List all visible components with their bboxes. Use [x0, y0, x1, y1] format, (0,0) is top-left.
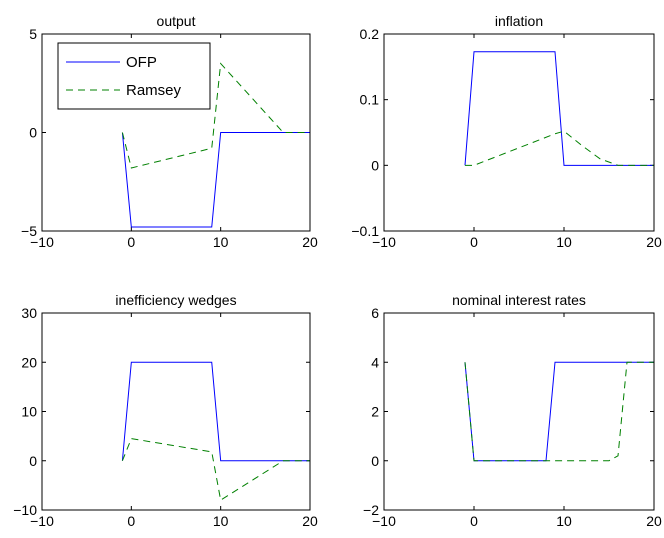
chart-panel-4: nominal interest rates −10 0 10 20 −2 0 2 4 6: [363, 292, 662, 529]
y-tick-label: −2: [363, 502, 379, 518]
x-tick-label: −10: [30, 513, 54, 529]
x-tick-label: 10: [556, 234, 572, 250]
y-tick-label: −10: [13, 502, 37, 518]
legend-box: [57, 42, 211, 110]
y-tick-label: 6: [371, 305, 379, 321]
x-tick-label: 20: [302, 234, 318, 250]
plot-area: [42, 313, 310, 510]
y-tick-label: 0: [371, 157, 379, 173]
chart-panel-1: output −10 0 10 20 −5 0 5 OFP Ramsey: [21, 13, 318, 250]
x-tick-label: 10: [556, 513, 572, 529]
x-tick-label: 10: [213, 513, 229, 529]
plot-area: [384, 34, 654, 231]
plot-area: [384, 313, 654, 510]
x-tick-label: 20: [646, 513, 662, 529]
y-tick-label: 5: [29, 26, 37, 42]
y-tick-label: 20: [21, 354, 37, 370]
chart-title: nominal interest rates: [452, 292, 586, 308]
y-tick-label: 2: [371, 404, 379, 420]
series-line-ofp: [464, 51, 654, 166]
y-tick-label: 4: [371, 354, 379, 370]
y-tick-label: 0.1: [360, 92, 380, 108]
x-tick-label: 0: [127, 513, 135, 529]
x-tick-label: 0: [470, 513, 478, 529]
axes-frame: [41, 312, 311, 511]
axes-frame: [41, 33, 311, 232]
series-line-ramsey: [121, 438, 310, 501]
chart-title: output: [157, 13, 196, 29]
y-tick-label: 0.2: [360, 26, 380, 42]
y-tick-label: 10: [21, 404, 37, 420]
series-line-ramsey: [121, 62, 310, 169]
x-tick-label: −10: [372, 513, 396, 529]
axes-frame: [383, 33, 655, 232]
chart-title: inflation: [495, 13, 543, 29]
chart-panel-3: inefficiency wedges −10 0 10 20 −10 0 10 20 30: [13, 292, 318, 529]
y-tick-label: 30: [21, 305, 37, 321]
chart-panel-2: inflation −10 0 10 20 −0.1 0 0.1 0.2: [351, 13, 662, 250]
x-tick-label: 20: [302, 513, 318, 529]
chart-title: inefficiency wedges: [115, 292, 236, 308]
y-tick-label: −0.1: [351, 223, 379, 239]
x-tick-label: 0: [470, 234, 478, 250]
x-tick-label: −10: [30, 234, 54, 250]
legend: OFP Ramsey: [57, 42, 211, 110]
series-line-ramsey: [464, 361, 654, 462]
legend-label-ramsey: Ramsey: [126, 82, 182, 99]
y-tick-label: −5: [21, 223, 37, 239]
y-tick-label: 0: [29, 453, 37, 469]
legend-label-ofp: OFP: [126, 54, 157, 71]
x-tick-label: 0: [127, 234, 135, 250]
series-line-ofp: [121, 132, 310, 228]
axes-frame: [383, 312, 655, 511]
y-tick-label: 0: [29, 125, 37, 141]
x-tick-label: 20: [646, 234, 662, 250]
x-tick-label: 10: [213, 234, 229, 250]
y-tick-label: 0: [371, 453, 379, 469]
series-line-ofp: [121, 361, 310, 462]
x-tick-label: −10: [372, 234, 396, 250]
